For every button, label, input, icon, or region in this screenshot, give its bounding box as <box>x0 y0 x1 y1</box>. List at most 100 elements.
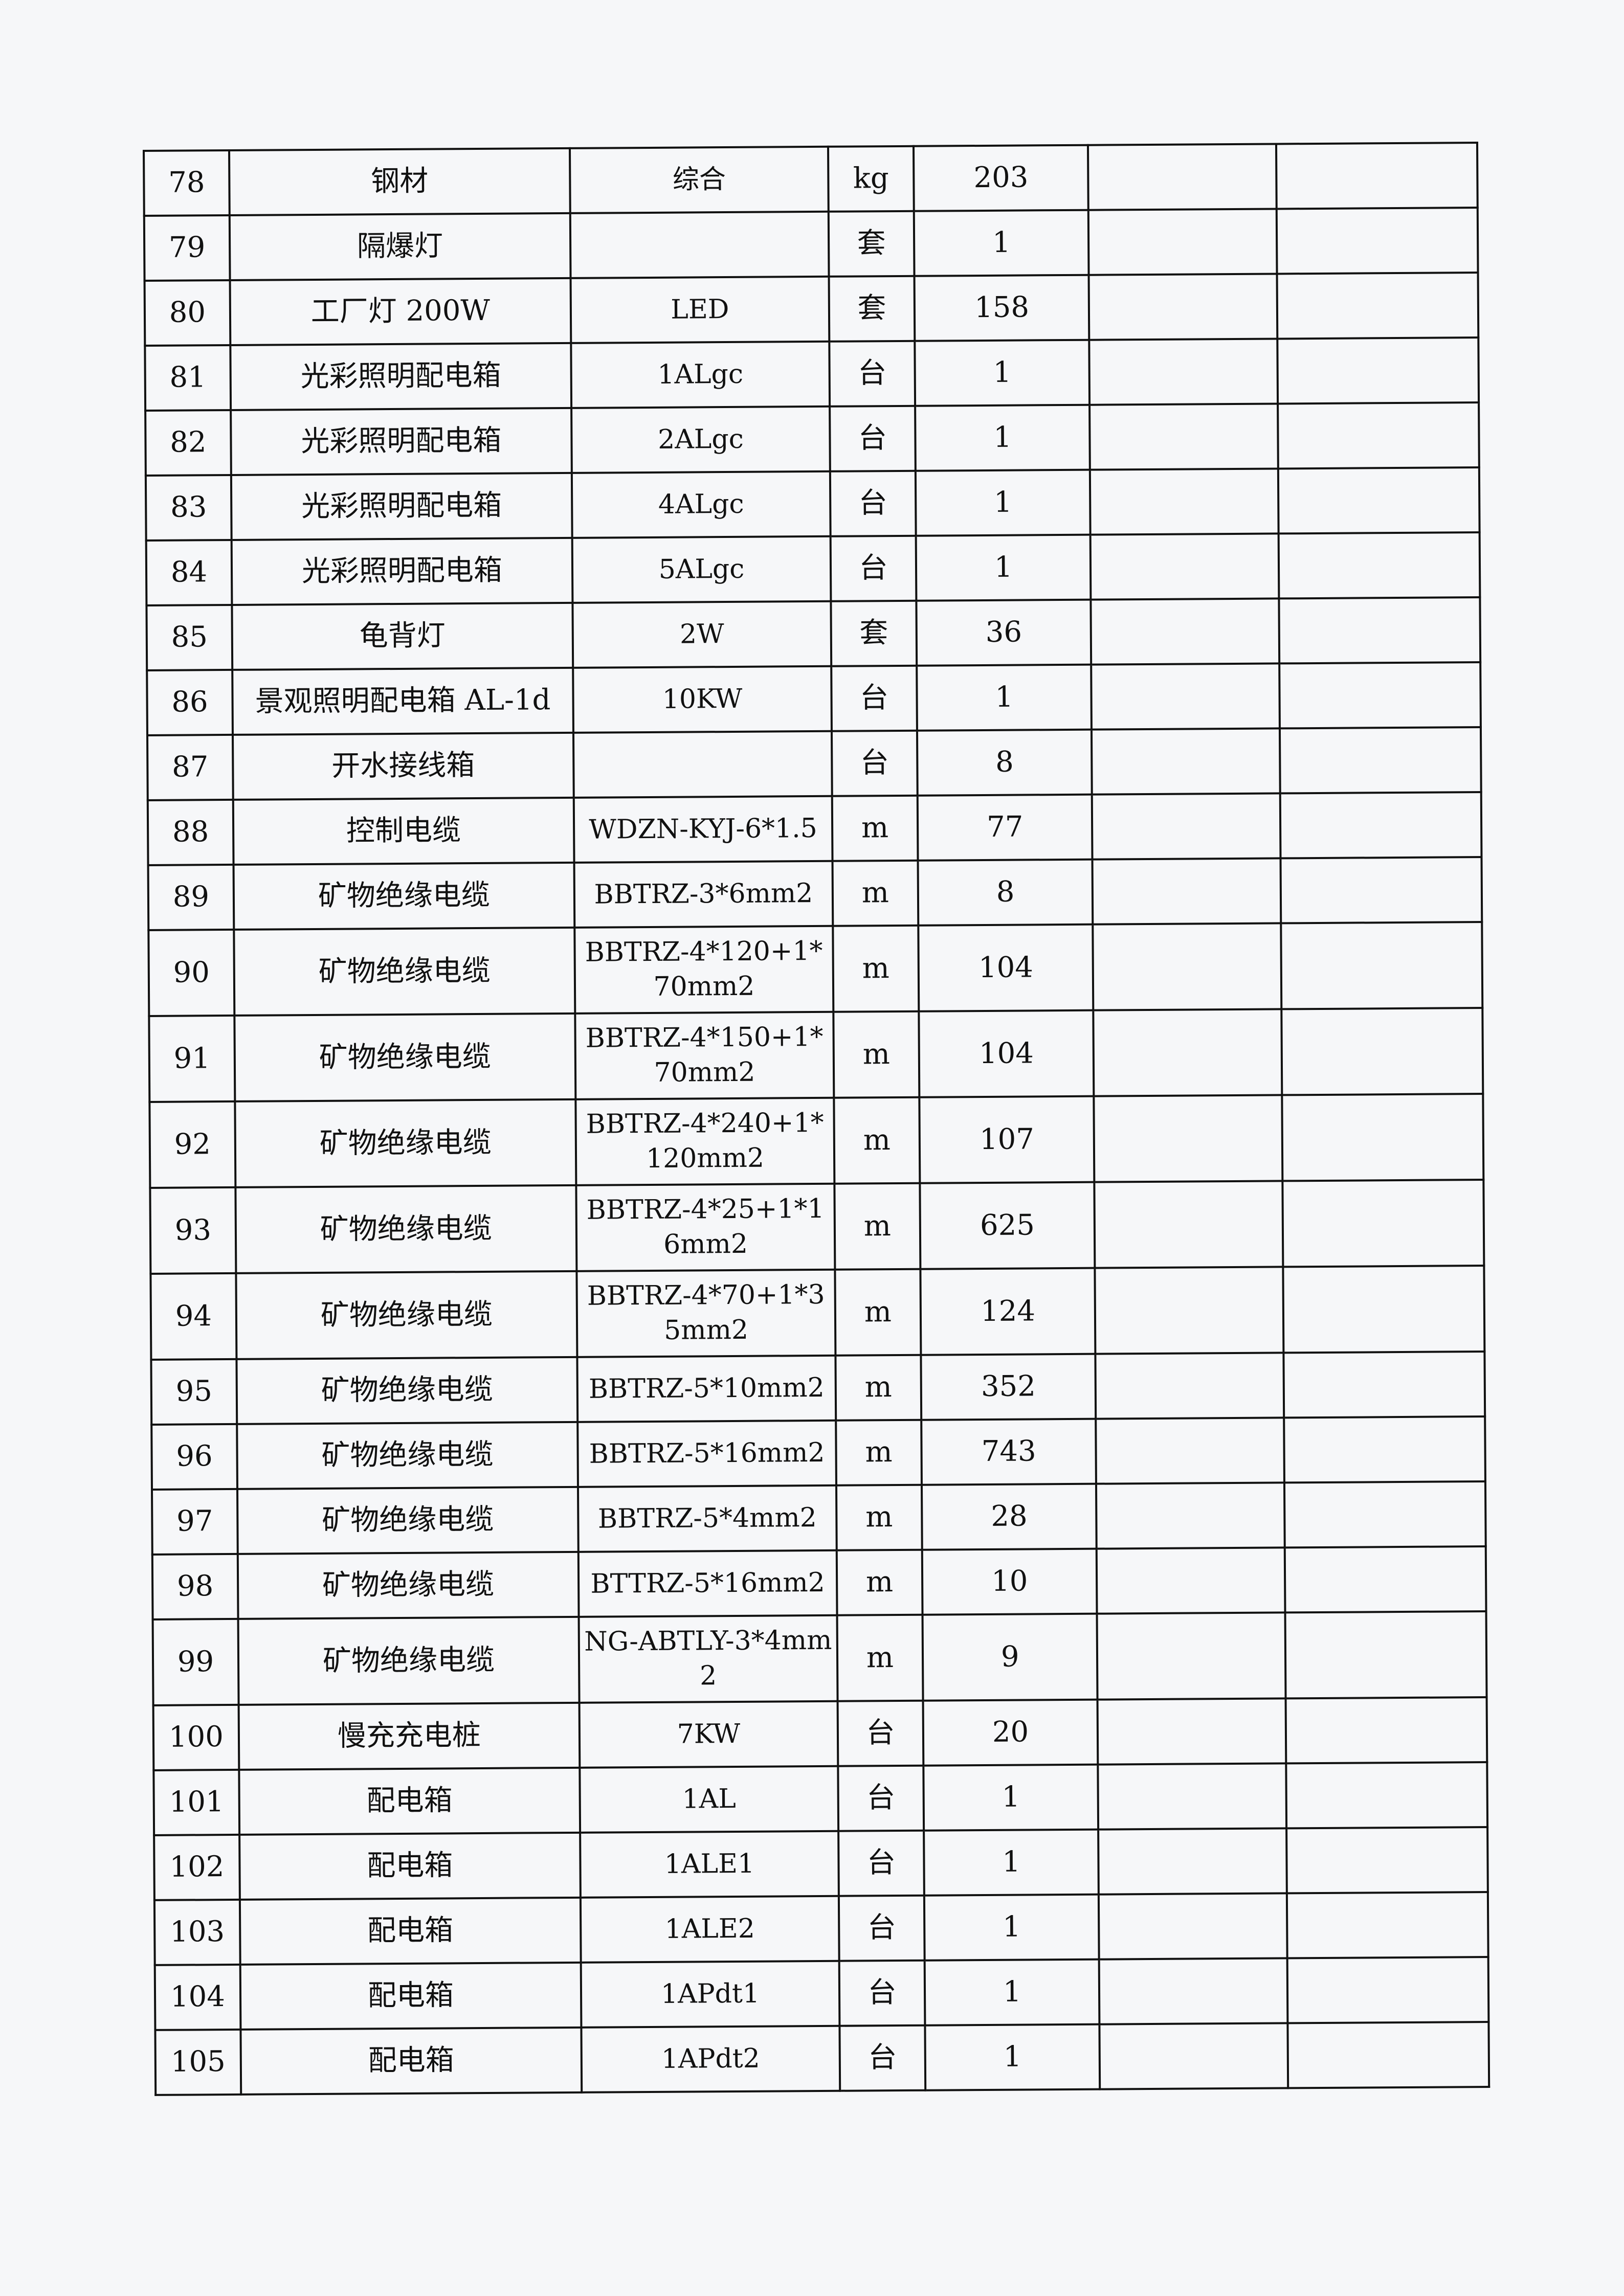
row-number: 101 <box>153 1769 240 1835</box>
empty-cell <box>1091 663 1280 730</box>
item-name: 龟背灯 <box>232 602 573 670</box>
item-unit: 台 <box>831 665 917 731</box>
item-name: 矿物绝缘电缆 <box>236 1271 577 1359</box>
item-quantity: 9 <box>922 1613 1098 1701</box>
empty-cell <box>1279 727 1481 794</box>
empty-cell <box>1279 597 1481 664</box>
item-name: 光彩照明配电箱 <box>231 408 572 475</box>
table-row: 101 配电箱 1AL 台 1 <box>153 1762 1488 1835</box>
item-spec: BBTRZ-3*6mm2 <box>574 861 833 928</box>
empty-cell <box>1093 923 1282 1010</box>
empty-cell <box>1095 1353 1284 1419</box>
item-quantity: 1 <box>924 1959 1100 2025</box>
item-quantity: 1 <box>923 1829 1099 1896</box>
row-number: 97 <box>152 1489 238 1555</box>
item-spec: 2ALgc <box>571 406 830 473</box>
item-spec: WDZN-KYJ-6*1.5 <box>573 796 833 863</box>
item-unit: m <box>832 860 919 926</box>
item-spec: BBTRZ-5*4mm2 <box>577 1485 837 1552</box>
empty-cell <box>1283 1266 1485 1353</box>
row-number: 96 <box>151 1424 237 1490</box>
empty-cell <box>1278 467 1480 534</box>
empty-cell <box>1093 1009 1282 1096</box>
empty-cell <box>1099 1958 1288 2024</box>
item-unit: 台 <box>839 1960 925 2026</box>
empty-cell <box>1276 143 1478 209</box>
item-name: 矿物绝缘电缆 <box>234 927 575 1016</box>
item-name: 光彩照明配电箱 <box>231 537 573 605</box>
row-number: 87 <box>147 734 233 800</box>
item-quantity: 1 <box>925 2024 1100 2090</box>
empty-cell <box>1092 728 1280 795</box>
item-name: 矿物绝缘电缆 <box>236 1357 578 1424</box>
item-quantity: 203 <box>913 145 1089 211</box>
empty-cell <box>1287 2021 1489 2088</box>
item-name: 光彩照明配电箱 <box>231 472 572 540</box>
item-unit: 台 <box>832 730 918 796</box>
item-name: 景观照明配电箱 AL-1d <box>232 667 573 735</box>
item-name: 矿物绝缘电缆 <box>237 1422 578 1489</box>
item-name: 钢材 <box>229 148 570 215</box>
item-spec: 1ALE1 <box>580 1831 839 1898</box>
empty-cell <box>1089 339 1278 405</box>
item-spec: 综合 <box>569 146 829 213</box>
item-unit: 台 <box>830 406 916 471</box>
empty-cell <box>1279 662 1481 729</box>
empty-cell <box>1088 209 1277 275</box>
item-name: 配电箱 <box>240 2027 582 2095</box>
empty-cell <box>1094 1181 1283 1268</box>
item-name: 配电箱 <box>239 1832 581 1900</box>
table-row: 99 矿物绝缘电缆 NG-ABTLY-3*4mm2 m 9 <box>152 1611 1487 1705</box>
empty-cell <box>1090 468 1279 535</box>
item-unit: m <box>836 1549 923 1615</box>
row-number: 91 <box>149 1015 235 1102</box>
item-unit: 台 <box>838 1895 925 1961</box>
empty-cell <box>1287 1956 1489 2023</box>
row-number: 105 <box>155 2029 241 2095</box>
item-name: 开水接线箱 <box>232 732 574 800</box>
table-row: 91 矿物绝缘电缆 BBTRZ-4*150+1*70mm2 m 104 <box>149 1008 1483 1102</box>
empty-cell <box>1286 1762 1488 1829</box>
item-spec: BBTRZ-4*150+1*70mm2 <box>575 1011 834 1099</box>
table-row: 93 矿物绝缘电缆 BBTRZ-4*25+1*16mm2 m 625 <box>150 1180 1484 1274</box>
empty-cell <box>1285 1697 1487 1764</box>
table-row: 105 配电箱 1APdt2 台 1 <box>155 2021 1489 2095</box>
materials-table: 78 钢材 综合 kg 203 79 隔爆灯套 1 80 工厂灯 200W LED 套 158 81 光彩照… <box>143 142 1490 2096</box>
empty-cell <box>1280 857 1482 924</box>
row-number: 84 <box>146 539 232 605</box>
item-name: 矿物绝缘电缆 <box>235 1099 576 1187</box>
item-quantity: 1 <box>915 340 1090 406</box>
table-row: 86 景观照明配电箱 AL-1d 10KW 台 1 <box>147 662 1481 735</box>
item-unit: kg <box>828 146 914 212</box>
empty-cell <box>1092 858 1281 925</box>
item-quantity: 743 <box>921 1419 1097 1485</box>
item-quantity: 36 <box>916 599 1092 666</box>
item-name: 配电箱 <box>240 1962 582 2030</box>
table-row: 103 配电箱 1ALE2 台 1 <box>154 1892 1488 1965</box>
row-number: 83 <box>145 475 232 541</box>
item-spec: 1ALE2 <box>580 1896 839 1963</box>
row-number: 92 <box>149 1101 236 1188</box>
empty-cell <box>1277 337 1479 404</box>
empty-cell <box>1286 1892 1488 1959</box>
row-number: 93 <box>150 1187 236 1274</box>
empty-cell <box>1098 1828 1287 1895</box>
item-spec: NG-ABTLY-3*4mm2 <box>579 1615 838 1703</box>
item-spec: 4ALgc <box>571 471 831 538</box>
empty-cell <box>1283 1352 1485 1418</box>
item-name: 隔爆灯 <box>229 213 571 280</box>
item-quantity: 352 <box>921 1354 1096 1420</box>
row-number: 103 <box>154 1899 240 1965</box>
item-unit: 台 <box>830 470 916 536</box>
table-row: 82 光彩照明配电箱 2ALgc 台 1 <box>145 402 1479 476</box>
empty-cell <box>1096 1482 1285 1549</box>
item-quantity: 28 <box>921 1483 1097 1550</box>
empty-cell <box>1088 274 1278 340</box>
empty-cell <box>1092 793 1281 860</box>
item-quantity: 8 <box>918 859 1093 926</box>
empty-cell <box>1282 1094 1484 1181</box>
item-name: 矿物绝缘电缆 <box>233 862 575 930</box>
table-row: 97 矿物绝缘电缆 BBTRZ-5*4mm2 m 28 <box>152 1481 1486 1555</box>
table-row: 79 隔爆灯 套 1 <box>144 208 1478 281</box>
item-quantity: 20 <box>923 1699 1098 1766</box>
